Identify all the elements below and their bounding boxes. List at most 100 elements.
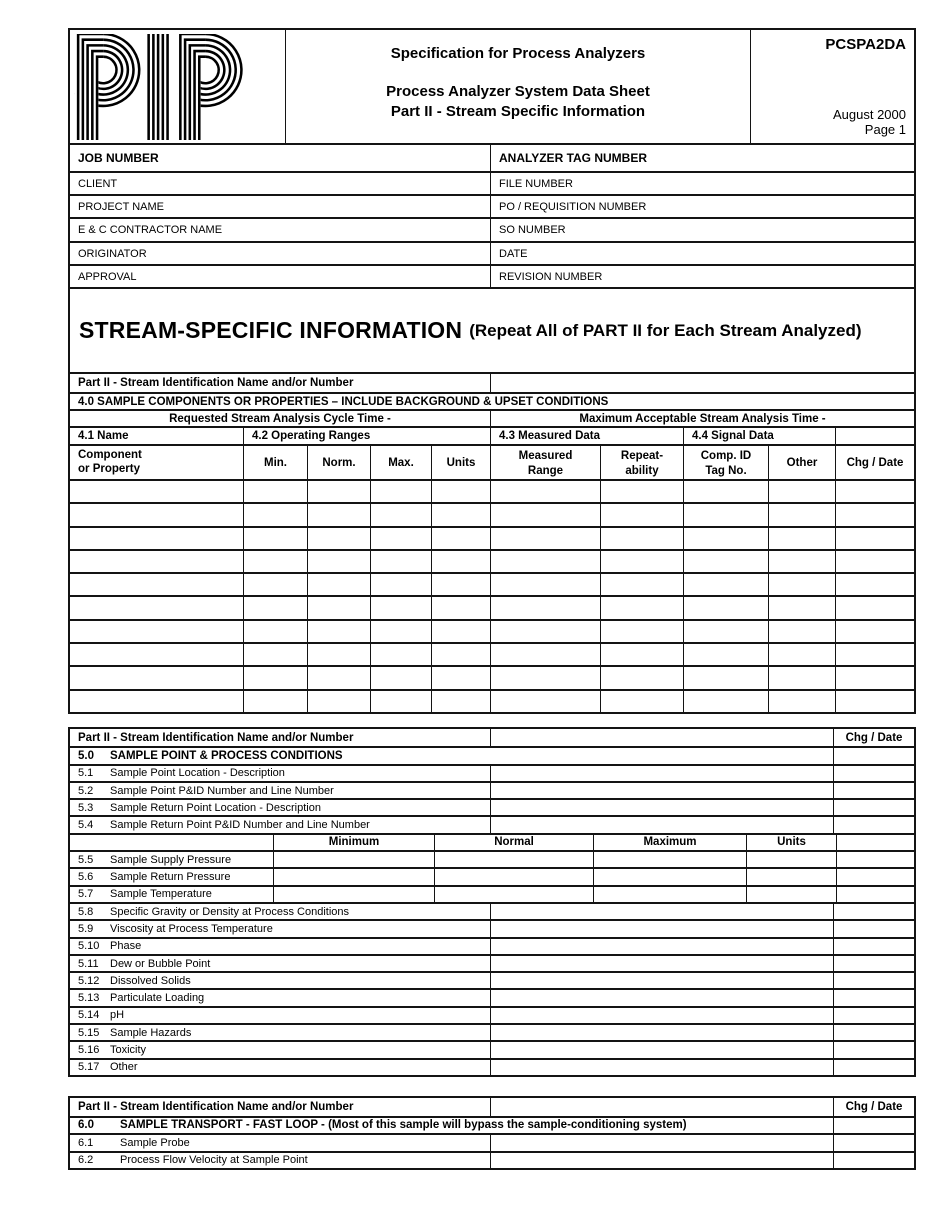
comp-id-cell — [683, 504, 768, 526]
component-cell — [70, 528, 243, 549]
min-cell — [243, 620, 307, 643]
col-max: Max. — [370, 446, 431, 479]
value-cell — [490, 1025, 833, 1041]
column-group-row: 4.1 Name 4.2 Operating Ranges 4.3 Measur… — [70, 426, 914, 444]
measured-range-cell — [490, 550, 600, 573]
minimum-cell — [273, 886, 434, 902]
job-info-row: JOB NUMBER ANALYZER TAG NUMBER — [70, 143, 914, 171]
col-repeatability: Repeat-ability — [600, 446, 683, 479]
part2-stream-id-value-cell — [490, 374, 914, 392]
units-cell — [431, 527, 490, 549]
other-cell — [768, 644, 835, 666]
chg-date-cell — [833, 1042, 914, 1058]
min-cell — [243, 574, 307, 596]
spec-label: 5.2 Sample Point P&ID Number and Line Num… — [78, 784, 334, 797]
spec-row: 5.12 Dissolved Solids — [70, 971, 914, 989]
chg-date-cell — [833, 765, 914, 781]
job-info-row: CLIENT FILE NUMBER — [70, 171, 914, 194]
col-comp-id-tag: Comp. ID Tag No. — [683, 446, 768, 479]
section5-block: Part II - Stream Identification Name and… — [68, 727, 916, 1077]
part2-stream-id-row: Part II - Stream Identification Name and… — [70, 372, 914, 392]
units-cell — [431, 574, 490, 596]
comp-id-cell — [683, 550, 768, 573]
norm-cell — [307, 690, 370, 712]
normal-cell — [434, 852, 593, 868]
file-number-label: FILE NUMBER — [490, 173, 914, 194]
value-cell — [490, 1007, 833, 1024]
max-cell — [370, 481, 431, 503]
chg-date-header: Chg / Date — [833, 1098, 914, 1116]
minimum-cell — [273, 852, 434, 868]
col-norm: Norm. — [307, 446, 370, 479]
measured-range-cell — [490, 597, 600, 619]
chg-date-cell — [833, 1007, 914, 1024]
spec-label: 5.10 Phase — [78, 940, 142, 953]
spec-row: 5.16 Toxicity — [70, 1040, 914, 1058]
po-requisition-label: PO / REQUISITION NUMBER — [490, 196, 914, 217]
chg-date-cell — [835, 667, 914, 689]
measured-range-cell — [490, 667, 600, 689]
minimum-cell — [273, 869, 434, 885]
spec-row: 6.1 Sample Probe — [70, 1133, 914, 1151]
chg-date-cell — [833, 938, 914, 954]
part2-stream-id-label: Part II - Stream Identification Name and… — [78, 377, 354, 389]
min-cell — [243, 667, 307, 689]
units-cell — [431, 644, 490, 666]
chg-date-cell — [835, 550, 914, 573]
normal-cell — [434, 886, 593, 902]
spec-label: 5.9 Viscosity at Process Temperature — [78, 922, 273, 935]
spec-label: 5.16 Toxicity — [78, 1043, 147, 1056]
units-cell — [431, 550, 490, 573]
comp-id-cell — [683, 667, 768, 689]
repeatability-cell — [600, 481, 683, 503]
spec-row: 5.14 pH — [70, 1005, 914, 1024]
spec-row: 5.3 Sample Return Point Location - Descri… — [70, 798, 914, 816]
client-label: CLIENT — [78, 177, 118, 190]
section6-heading: 6.0 SAMPLE TRANSPORT - FAST LOOP - (Most… — [70, 1118, 833, 1134]
section6-block: Part II - Stream Identification Name and… — [68, 1096, 916, 1170]
cycle-time-label: Requested Stream Analysis Cycle Time - — [169, 412, 391, 425]
form-top-block: Specification for Process Analyzers Proc… — [68, 28, 916, 714]
chg-date-cell — [833, 921, 914, 937]
project-name-label: PROJECT NAME — [78, 200, 164, 213]
comp-id-cell — [683, 527, 768, 549]
chg-date-cell — [836, 869, 917, 885]
min-cell — [243, 504, 307, 526]
max-cell — [370, 644, 431, 666]
other-cell — [768, 527, 835, 549]
measured-range-cell — [490, 504, 600, 526]
value-cell — [490, 817, 833, 833]
maximum-cell — [593, 886, 746, 902]
repeatability-cell — [600, 527, 683, 549]
other-cell — [768, 620, 835, 643]
spec-row: 5.5 Sample Supply Pressure — [70, 850, 914, 868]
spec-row: 5.13 Particulate Loading — [70, 988, 914, 1006]
min-cell — [243, 550, 307, 573]
title-line-1: Specification for Process Analyzers — [390, 45, 646, 62]
spec-label: 6.1 Sample Probe — [78, 1136, 190, 1149]
comp-id-cell — [683, 690, 768, 712]
max-cell — [370, 527, 431, 549]
spec-row: 5.2 Sample Point P&ID Number and Line Num… — [70, 780, 914, 799]
max-cell — [370, 550, 431, 573]
so-number-label: SO NUMBER — [490, 219, 914, 241]
value-cell — [490, 955, 833, 972]
component-cell — [70, 621, 243, 642]
value-cell — [490, 903, 833, 920]
spec-label: 5.11 Dew or Bubble Point — [78, 957, 211, 970]
max-cell — [370, 620, 431, 643]
job-info-row: APPROVAL REVISION NUMBER — [70, 264, 914, 287]
repeatability-cell — [600, 597, 683, 619]
component-cell — [70, 667, 243, 688]
date-label: DATE — [490, 243, 914, 264]
section6-heading-row: 6.0 SAMPLE TRANSPORT - FAST LOOP - (Most… — [70, 1115, 914, 1134]
units-cell — [431, 667, 490, 689]
job-number-label: JOB NUMBER — [78, 151, 159, 165]
component-empty-row — [70, 572, 914, 596]
chg-date-cell — [833, 903, 914, 920]
min-cell — [243, 527, 307, 549]
component-empty-row — [70, 665, 914, 689]
section6-heading-text: SAMPLE TRANSPORT - FAST LOOP - (Most of … — [120, 1119, 687, 1132]
col-minimum: Minimum — [273, 834, 434, 851]
spec-row: 5.6 Sample Return Pressure — [70, 867, 917, 885]
